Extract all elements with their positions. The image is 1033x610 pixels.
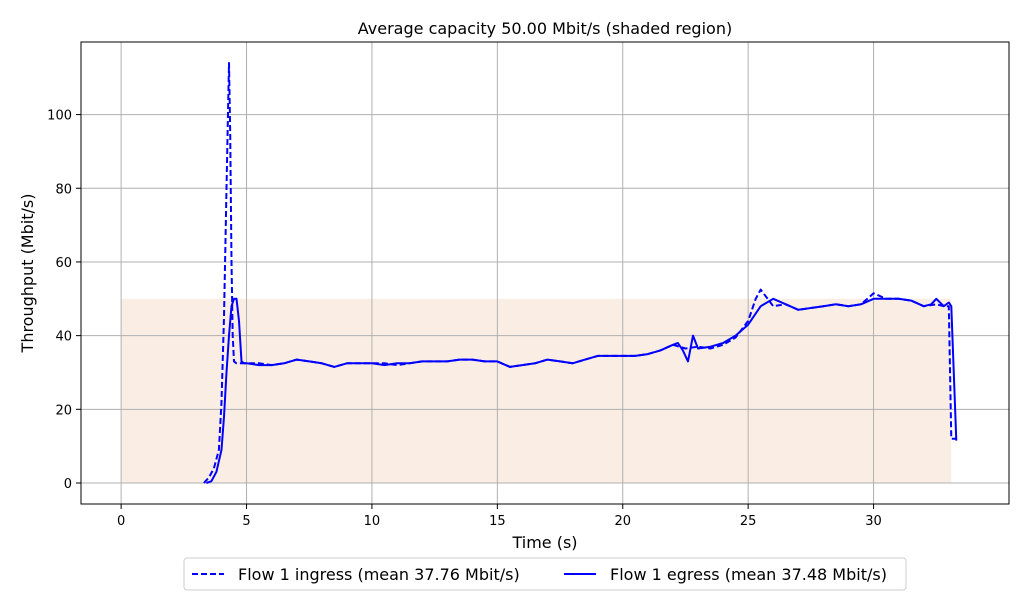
plot-frame — [80, 41, 1010, 505]
grid-lines — [81, 42, 1009, 504]
chart-title: Average capacity 50.00 Mbit/s (shaded re… — [358, 19, 732, 38]
plot-area — [80, 41, 1010, 505]
x-tick-label: 25 — [740, 514, 757, 529]
y-tick-label: 40 — [55, 330, 72, 345]
legend-frame — [183, 557, 907, 591]
x-tick-label: 20 — [614, 514, 631, 529]
y-tick-label: 80 — [55, 182, 72, 197]
shaded-capacity-region — [121, 298, 952, 483]
x-tick-label: 0 — [117, 514, 125, 529]
x-axis-ticks: 0 5 10 15 20 25 30 — [117, 504, 882, 529]
x-tick-label: 30 — [865, 514, 882, 529]
x-tick-label: 10 — [364, 514, 381, 529]
legend: Flow 1 ingress (mean 37.76 Mbit/s) Flow … — [183, 557, 907, 591]
series-line-egress — [206, 297, 958, 484]
legend-ingress-label: Flow 1 ingress (mean 37.76 Mbit/s) — [238, 565, 520, 584]
y-tick-label: 100 — [47, 109, 72, 124]
x-tick-label: 5 — [242, 514, 250, 529]
y-axis-ticks: 0 20 40 60 80 100 — [47, 109, 81, 492]
y-axis-label: Throughput (Mbit/s) — [18, 194, 37, 354]
legend-egress-label: Flow 1 egress (mean 37.48 Mbit/s) — [610, 565, 887, 584]
x-axis-label: Time (s) — [511, 533, 577, 552]
series-layer — [203, 62, 958, 484]
x-tick-label: 15 — [489, 514, 506, 529]
y-tick-label: 20 — [55, 403, 72, 418]
y-tick-label: 60 — [55, 256, 72, 271]
y-tick-label: 0 — [64, 477, 72, 492]
